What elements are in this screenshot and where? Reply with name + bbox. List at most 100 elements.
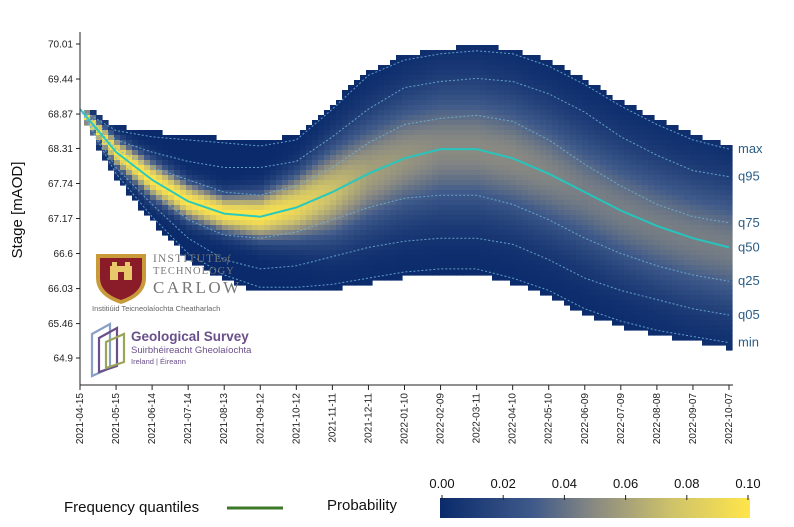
heatmap-cell xyxy=(504,125,511,131)
heatmap-cell xyxy=(630,255,637,261)
heatmap-cell xyxy=(468,245,475,251)
heatmap-cell xyxy=(726,185,733,191)
heatmap-cell xyxy=(216,175,223,181)
heatmap-cell xyxy=(312,185,319,191)
heatmap-cell xyxy=(702,245,709,251)
heatmap-cell xyxy=(714,285,721,291)
heatmap-cell xyxy=(600,135,607,141)
heatmap-cell xyxy=(414,155,421,161)
heatmap-cell xyxy=(582,125,589,131)
heatmap-cell xyxy=(360,240,367,246)
heatmap-cell xyxy=(384,240,391,246)
heatmap-cell xyxy=(408,115,415,121)
heatmap-cell xyxy=(648,120,655,126)
heatmap-cell xyxy=(660,150,667,156)
heatmap-cell xyxy=(450,260,457,266)
heatmap-cell xyxy=(588,310,595,316)
heatmap-cell xyxy=(720,195,727,201)
heatmap-cell xyxy=(408,170,415,176)
heatmap-cell xyxy=(288,235,295,241)
heatmap-cell xyxy=(564,240,571,246)
heatmap-cell xyxy=(612,260,619,266)
heatmap-cell xyxy=(648,260,655,266)
heatmap-cell xyxy=(708,300,715,306)
heatmap-cell xyxy=(588,235,595,241)
heatmap-cell xyxy=(390,200,397,206)
heatmap-cell xyxy=(720,295,727,301)
heatmap-cell xyxy=(180,245,187,251)
heatmap-cell xyxy=(420,100,427,106)
heatmap-cell xyxy=(456,225,463,231)
heatmap-cell xyxy=(360,225,367,231)
heatmap-cell xyxy=(456,205,463,211)
heatmap-cell xyxy=(684,230,691,236)
heatmap-cell xyxy=(618,130,625,136)
heatmap-cell xyxy=(648,115,655,121)
heatmap-cell xyxy=(726,305,733,311)
heatmap-cell xyxy=(726,245,733,251)
heatmap-cell xyxy=(348,100,355,106)
heatmap-cell xyxy=(390,195,397,201)
heatmap-cell xyxy=(636,275,643,281)
heatmap-cell xyxy=(528,185,535,191)
heatmap-cell xyxy=(426,95,433,101)
heatmap-cell xyxy=(672,265,679,271)
heatmap-cell xyxy=(324,130,331,136)
heatmap-cell xyxy=(534,245,541,251)
heatmap-cell xyxy=(438,205,445,211)
heatmap-cell xyxy=(300,260,307,266)
heatmap-cell xyxy=(360,210,367,216)
heatmap-cell xyxy=(414,60,421,66)
heatmap-cell xyxy=(480,55,487,61)
heatmap-cell xyxy=(612,170,619,176)
heatmap-cell xyxy=(630,270,637,276)
heatmap-cell xyxy=(594,305,601,311)
heatmap-cell xyxy=(678,135,685,141)
heatmap-cell xyxy=(456,270,463,276)
heatmap-cell xyxy=(354,205,361,211)
heatmap-cell xyxy=(216,140,223,146)
heatmap-cell xyxy=(642,295,649,301)
heatmap-cell xyxy=(528,235,535,241)
heatmap-cell xyxy=(222,230,229,236)
heatmap-cell xyxy=(486,195,493,201)
heatmap-cell xyxy=(432,60,439,66)
heatmap-cell xyxy=(690,275,697,281)
heatmap-cell xyxy=(216,270,223,276)
heatmap-cell xyxy=(408,255,415,261)
heatmap-cell xyxy=(264,255,271,261)
heatmap-cell xyxy=(474,115,481,121)
heatmap-cell xyxy=(192,235,199,241)
heatmap-cell xyxy=(330,110,337,116)
heatmap-cell xyxy=(456,100,463,106)
heatmap-cell xyxy=(210,265,217,271)
heatmap-cell xyxy=(414,80,421,86)
heatmap-cell xyxy=(660,255,667,261)
heatmap-cell xyxy=(714,175,721,181)
heatmap-cell xyxy=(378,130,385,136)
x-tick-label: 2021-07-14 xyxy=(183,393,194,445)
heatmap-cell xyxy=(378,235,385,241)
heatmap-cell xyxy=(708,180,715,186)
heatmap-cell xyxy=(636,295,643,301)
heatmap-cell xyxy=(660,240,667,246)
heatmap-cell xyxy=(612,100,619,106)
heatmap-cell xyxy=(360,175,367,181)
heatmap-cell xyxy=(480,175,487,181)
heatmap-cell xyxy=(588,300,595,306)
heatmap-cell xyxy=(558,240,565,246)
heatmap-cell xyxy=(492,220,499,226)
heatmap-cell xyxy=(258,150,265,156)
colorbar-label: Probability xyxy=(327,497,398,514)
heatmap-cell xyxy=(558,250,565,256)
heatmap-cell xyxy=(714,275,721,281)
heatmap-cell xyxy=(468,70,475,76)
heatmap-cell xyxy=(642,130,649,136)
heatmap-cell xyxy=(108,155,115,161)
heatmap-cell xyxy=(642,170,649,176)
heatmap-cell xyxy=(306,180,313,186)
heatmap-cell xyxy=(378,180,385,186)
heatmap-cell xyxy=(354,125,361,131)
heatmap-cell xyxy=(114,160,121,166)
heatmap-cell xyxy=(654,300,661,306)
